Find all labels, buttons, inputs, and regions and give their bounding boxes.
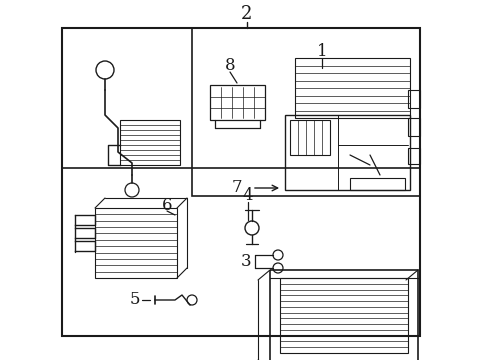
Bar [289, 120, 329, 155]
Bar [349, 178, 404, 190]
Text: 6: 6 [162, 197, 172, 213]
Text: 2: 2 [241, 5, 252, 23]
Bar [407, 148, 419, 164]
Bar [62, 28, 419, 336]
Bar [280, 278, 407, 353]
Bar [294, 58, 409, 118]
Bar [95, 208, 177, 278]
Text: 5: 5 [129, 292, 140, 309]
Text: 7: 7 [231, 180, 242, 197]
Bar [407, 90, 419, 108]
Bar [120, 120, 180, 165]
Bar [209, 85, 264, 120]
Bar [407, 118, 419, 136]
Bar [62, 168, 419, 336]
Bar [269, 270, 417, 360]
Text: 3: 3 [240, 253, 251, 270]
Bar [192, 28, 419, 196]
Text: 8: 8 [224, 57, 235, 73]
Text: 1: 1 [316, 44, 326, 60]
Text: 4: 4 [242, 188, 253, 204]
Bar [285, 115, 409, 190]
